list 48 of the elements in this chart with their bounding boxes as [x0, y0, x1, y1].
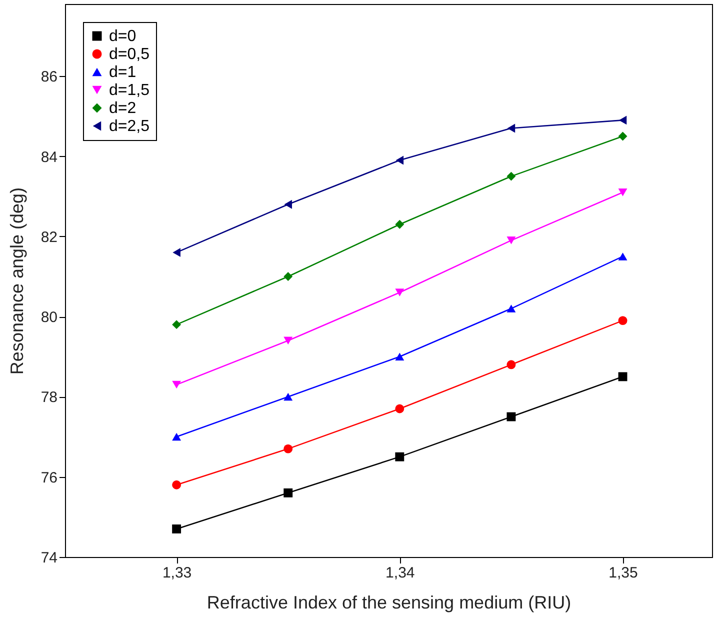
point [395, 220, 404, 229]
point [618, 188, 628, 196]
point [506, 360, 516, 370]
y-tick-label: 86 [40, 68, 58, 86]
x-tick-label: 1,35 [608, 564, 638, 582]
legend-label: d=0,5 [109, 46, 150, 63]
y-tick-label: 76 [40, 469, 58, 486]
y-tick-label: 80 [40, 309, 58, 326]
point [618, 372, 628, 382]
point [172, 524, 182, 534]
point [506, 412, 516, 422]
point [618, 132, 628, 141]
point [506, 304, 516, 312]
point [284, 200, 292, 209]
x-axis-title: Refractive Index of the sensing medium (RIU) [206, 592, 572, 612]
point [395, 404, 404, 414]
point [506, 236, 516, 244]
point [395, 352, 404, 361]
x-tick-label: 1,34 [386, 564, 415, 582]
legend-label: d=1,5 [109, 82, 150, 99]
point [172, 320, 182, 330]
point [618, 116, 627, 125]
point [618, 316, 628, 326]
point [284, 336, 293, 344]
point [395, 288, 404, 296]
y-tick-label: 78 [40, 389, 58, 406]
legend-label: d=2 [109, 100, 136, 117]
x-tick-label: 1,33 [162, 564, 192, 582]
y-tick-label: 84 [40, 148, 58, 166]
legend-label: d=0 [109, 28, 136, 45]
legend-label: d=1 [109, 64, 136, 81]
legend-label: d=2,5 [109, 118, 150, 135]
point [284, 392, 293, 401]
point [507, 124, 516, 133]
point [172, 432, 182, 441]
point [395, 452, 404, 462]
point [396, 156, 404, 165]
point [618, 252, 628, 260]
point [172, 480, 182, 490]
point [172, 248, 180, 257]
point [172, 380, 182, 389]
y-tick-label: 82 [40, 228, 58, 246]
point [284, 488, 293, 498]
y-axis-title: Resonance angle (deg) [6, 187, 27, 375]
point [284, 272, 293, 281]
point [284, 444, 293, 454]
y-tick-label: 74 [40, 550, 58, 566]
point [506, 172, 516, 181]
